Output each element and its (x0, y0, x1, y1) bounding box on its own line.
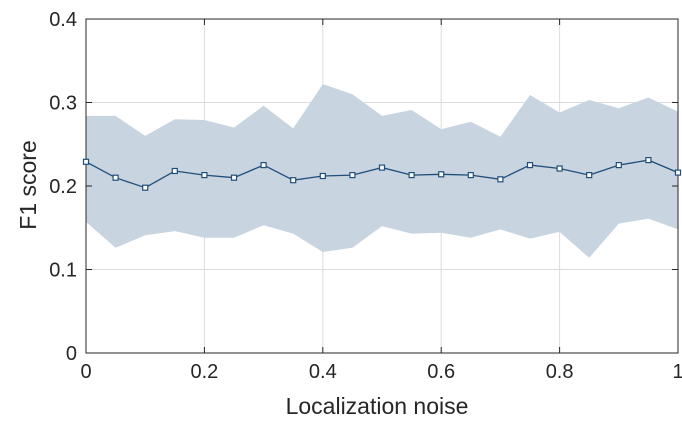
y-tick-label: 0.3 (49, 93, 77, 115)
data-point-marker (82, 158, 90, 165)
x-tick-label: 0.8 (546, 361, 574, 383)
data-point-marker (171, 167, 178, 175)
x-tick-label: 0.2 (190, 361, 218, 383)
tick-labels: 0 0.2 0.4 0.6 0.8 1 0 0.1 0.2 0.3 0.4 (49, 9, 682, 383)
y-tick-label: 0.1 (49, 260, 77, 282)
data-point-marker (319, 172, 326, 180)
confidence-band-layer (86, 84, 678, 258)
series-markers (82, 157, 682, 191)
data-point-marker (378, 164, 386, 171)
data-point-marker (230, 174, 238, 181)
data-point-marker (408, 172, 415, 179)
y-axis-label: F1 score (15, 140, 41, 229)
data-point-marker (142, 184, 149, 191)
y-tick-label: 0.4 (49, 9, 77, 31)
data-point-marker (438, 171, 445, 178)
x-tick-label: 0 (80, 361, 91, 383)
data-point-marker (556, 165, 563, 172)
x-tick-label: 0.4 (309, 361, 337, 383)
data-point-marker (112, 174, 119, 181)
data-point-marker (586, 172, 593, 179)
x-axis-label: Localization noise (286, 393, 469, 419)
data-point-marker (260, 162, 267, 169)
data-point-marker (615, 162, 622, 169)
y-tick-label: 0 (66, 343, 77, 365)
data-point-marker (645, 157, 652, 164)
confidence-band-0 (86, 84, 678, 258)
data-point-marker (674, 169, 682, 176)
data-point-marker (349, 172, 356, 179)
data-point-marker (201, 172, 208, 179)
data-point-marker (497, 176, 504, 183)
y-tick-label: 0.2 (49, 176, 77, 198)
data-point-marker (290, 177, 297, 184)
data-point-marker (526, 162, 534, 169)
data-point-marker (467, 172, 474, 179)
x-tick-label: 1 (672, 361, 682, 383)
x-tick-label: 0.6 (427, 361, 455, 383)
axes-frame (85, 18, 679, 354)
